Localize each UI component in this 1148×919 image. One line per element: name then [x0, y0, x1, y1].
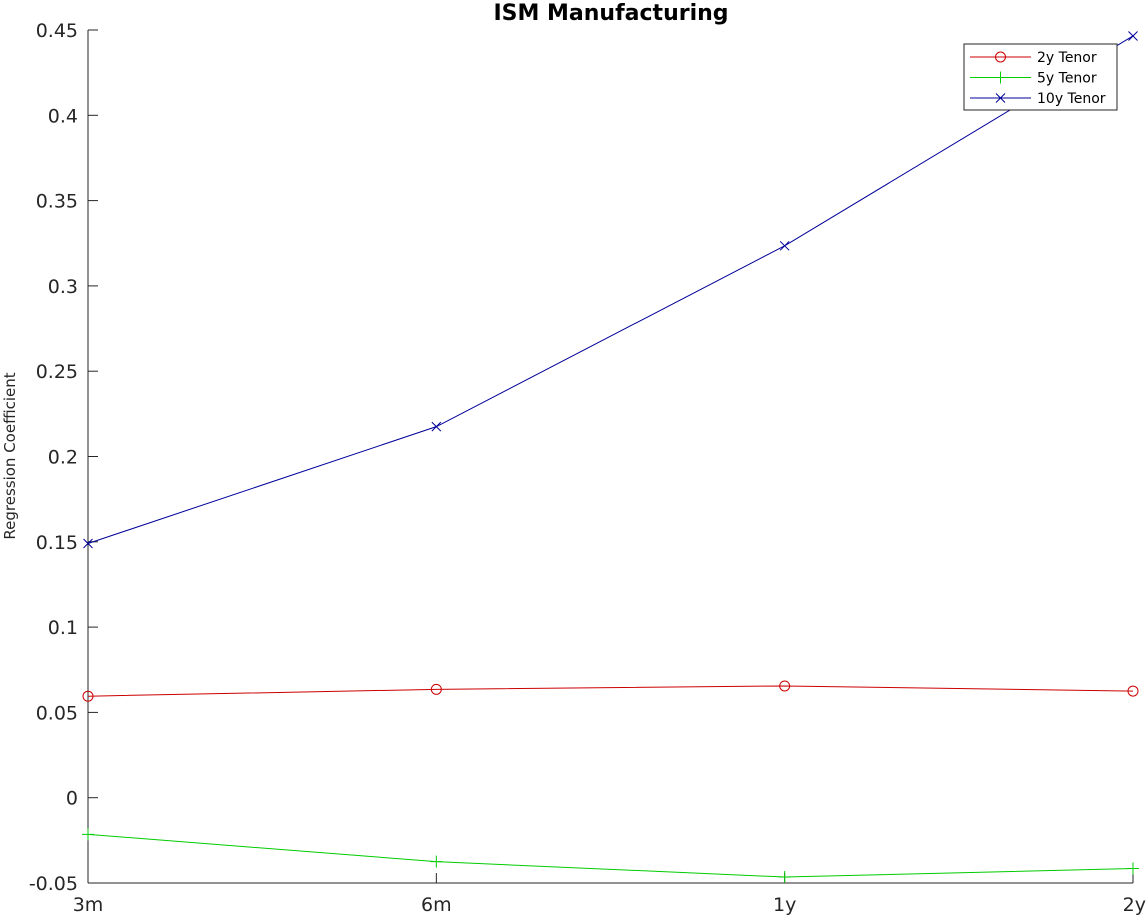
- x-tick-label: 3m: [73, 894, 104, 916]
- legend-marker-10y-tenor: [995, 93, 1006, 103]
- legend-item-5y-tenor: 5y Tenor: [970, 71, 1097, 87]
- series-5y-tenor: [82, 828, 1139, 884]
- data-point-2y-tenor: [82, 690, 94, 702]
- data-point-5y-tenor: [82, 828, 94, 841]
- data-point-10y-tenor: [1128, 31, 1138, 41]
- legend-marker-5y-tenor: [994, 71, 1007, 84]
- x-tick-label: 6m: [421, 894, 452, 916]
- y-tick-label: 0.45: [36, 20, 78, 42]
- y-tick-label: 0.3: [48, 276, 78, 298]
- y-tick-label: 0.15: [36, 532, 78, 554]
- y-tick-label: 0: [66, 788, 78, 810]
- axes: -0.05 0 0.05 0.1 0.15 0.2 0.25 0.3 0.35 0.4 0.45 3m…: [29, 20, 1146, 916]
- legend-label-5y-tenor: 5y Tenor: [1037, 71, 1097, 87]
- data-point-10y-tenor: [779, 240, 790, 251]
- legend-item-2y-tenor: 2y Tenor: [970, 50, 1097, 66]
- series-2y-tenor: [82, 680, 1139, 702]
- legend-label-10y-tenor: 10y Tenor: [1037, 91, 1106, 107]
- y-tick-label: 0.4: [48, 105, 78, 127]
- y-axis-label: Regression Coefficient: [1, 372, 19, 539]
- y-tick-label: 0.05: [36, 702, 78, 724]
- x-tick-label: 1y: [773, 894, 796, 916]
- data-point-10y-tenor: [431, 421, 442, 432]
- chart-title: ISM Manufacturing: [493, 1, 728, 26]
- data-point-2y-tenor: [1127, 685, 1139, 697]
- data-point-2y-tenor: [779, 680, 791, 692]
- data-point-5y-tenor: [778, 871, 791, 884]
- legend-label-2y-tenor: 2y Tenor: [1037, 50, 1097, 66]
- y-tick-label: 0.25: [36, 361, 78, 383]
- legend-marker-2y-tenor: [995, 51, 1006, 63]
- legend: 2y Tenor 5y Tenor 10y Tenor: [963, 43, 1118, 111]
- data-point-10y-tenor: [83, 538, 93, 549]
- series-line-2y-tenor: [87, 685, 1134, 697]
- y-tick-label: 0.2: [48, 447, 78, 469]
- x-tick-label: 2y: [1123, 894, 1146, 916]
- series-line-10y-tenor: [87, 35, 1134, 544]
- y-tick-label: -0.05: [29, 873, 78, 895]
- y-tick-label: 0.35: [36, 191, 78, 213]
- series-line-5y-tenor: [87, 833, 1134, 878]
- series-10y-tenor: [83, 31, 1138, 549]
- y-tick-label: 0.1: [48, 617, 78, 639]
- data-point-2y-tenor: [430, 683, 442, 695]
- series-layer: [82, 31, 1139, 884]
- data-point-5y-tenor: [1127, 862, 1139, 875]
- legend-item-10y-tenor: 10y Tenor: [970, 91, 1106, 107]
- data-point-5y-tenor: [430, 855, 443, 868]
